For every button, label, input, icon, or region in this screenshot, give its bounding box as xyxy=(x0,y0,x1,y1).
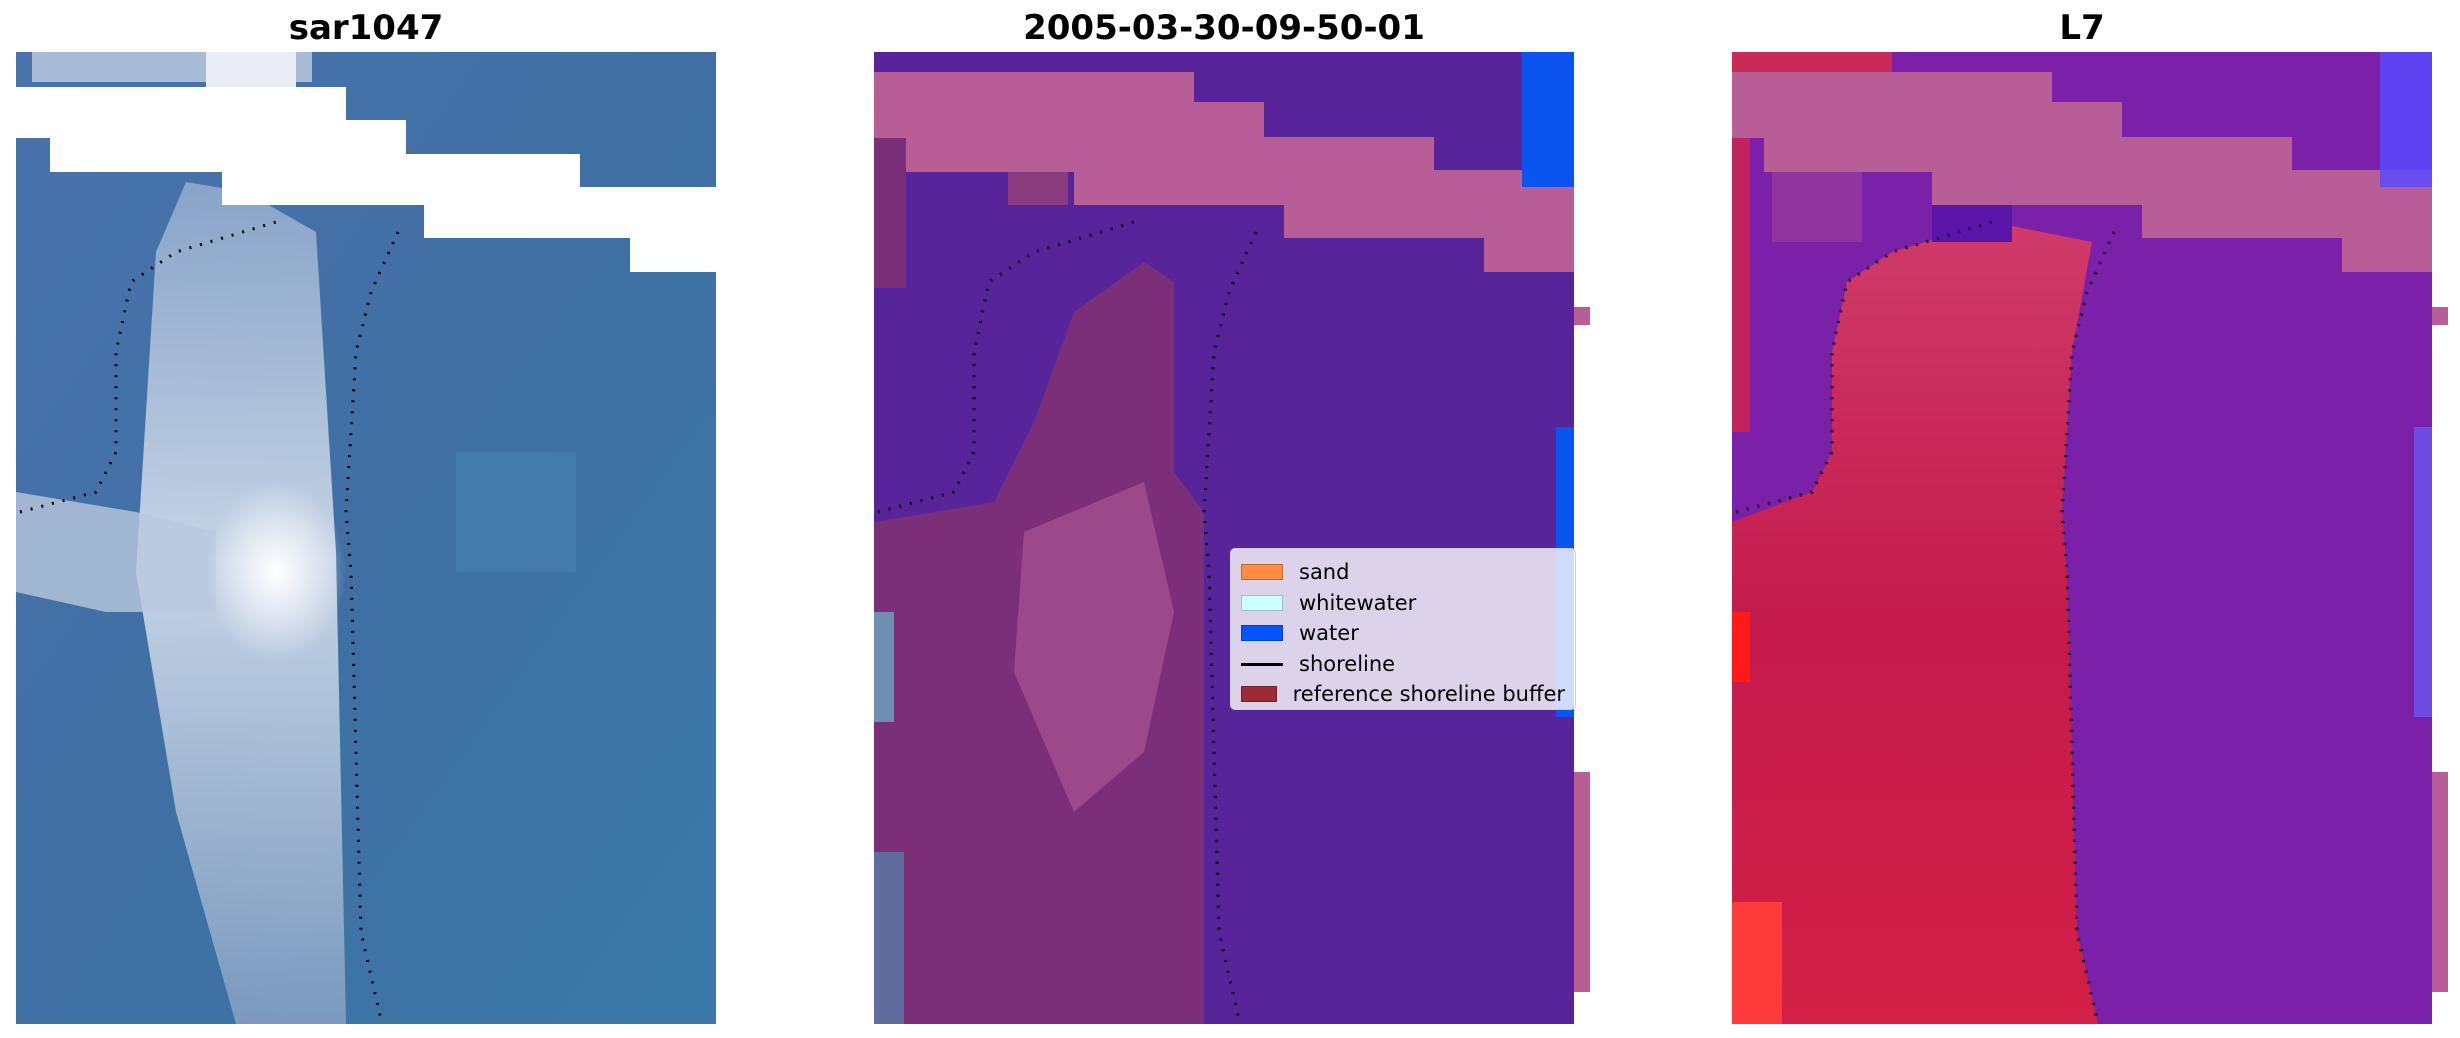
shoreline-left xyxy=(19,220,277,514)
classified-image-panel xyxy=(874,52,1590,1024)
legend-item-reference-buffer: reference shoreline buffer xyxy=(1241,679,1565,710)
panel-title-3: L7 xyxy=(2059,8,2105,48)
index-image-panel xyxy=(1732,52,2448,1024)
whitewater-swatch xyxy=(1241,594,1283,611)
shoreline-line-sample xyxy=(1241,663,1283,667)
satellite-image-panel xyxy=(16,52,716,1024)
legend-item-whitewater: whitewater xyxy=(1241,588,1565,619)
legend-label: sand xyxy=(1299,560,1350,585)
legend-item-sand: sand xyxy=(1241,557,1565,588)
legend-label: reference shoreline buffer xyxy=(1292,682,1565,707)
legend-label: shoreline xyxy=(1299,651,1396,676)
legend-label: water xyxy=(1299,621,1359,646)
legend-item-water: water xyxy=(1241,618,1565,649)
reference-buffer-swatch xyxy=(1241,686,1277,703)
legend-label: whitewater xyxy=(1299,590,1417,615)
water-swatch xyxy=(1241,625,1283,642)
legend-item-shoreline: shoreline xyxy=(1241,649,1565,680)
panel-title-1: sar1047 xyxy=(288,8,444,48)
sand-swatch xyxy=(1241,564,1283,581)
panel-title-2: 2005-03-30-09-50-01 xyxy=(1023,8,1425,48)
map-legend: sand whitewater water shoreline referenc… xyxy=(1230,548,1576,710)
